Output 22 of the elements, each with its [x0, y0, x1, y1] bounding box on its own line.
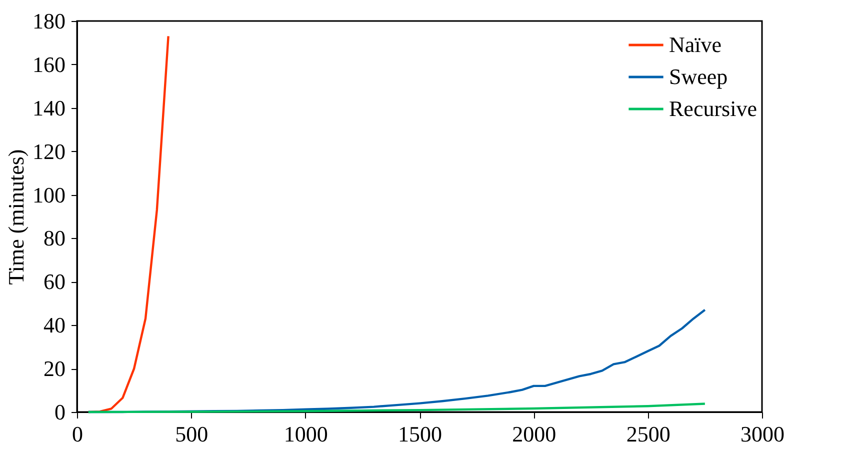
x-tick-label: 1500	[398, 422, 442, 446]
x-tick-label: 1000	[284, 422, 328, 446]
y-tick-label: 120	[32, 138, 66, 164]
y-tick-label: 60	[44, 269, 66, 294]
legend-label: Naïve	[669, 32, 722, 57]
y-tick-label: 0	[54, 400, 66, 424]
y-tick-label: 80	[44, 226, 66, 251]
line-series	[87, 402, 706, 414]
x-tick-label: 2500	[626, 422, 670, 446]
x-tick-label: 2000	[512, 422, 556, 446]
y-tick-label: 100	[32, 182, 66, 208]
y-tick-label: 180	[32, 8, 66, 34]
y-axis-title: Time (minutes)	[4, 149, 28, 285]
y-tick-label: 160	[32, 52, 66, 77]
y-tick-label: 140	[32, 95, 66, 120]
y-tick-label: 20	[44, 356, 66, 382]
x-tick-label: 3000	[740, 422, 784, 446]
x-tick-label: 0	[72, 422, 83, 446]
y-tick-label: 40	[44, 312, 66, 338]
legend-label: Sweep	[669, 64, 728, 89]
x-tick-label: 500	[175, 422, 208, 446]
legend-label: Recursive	[669, 96, 757, 121]
